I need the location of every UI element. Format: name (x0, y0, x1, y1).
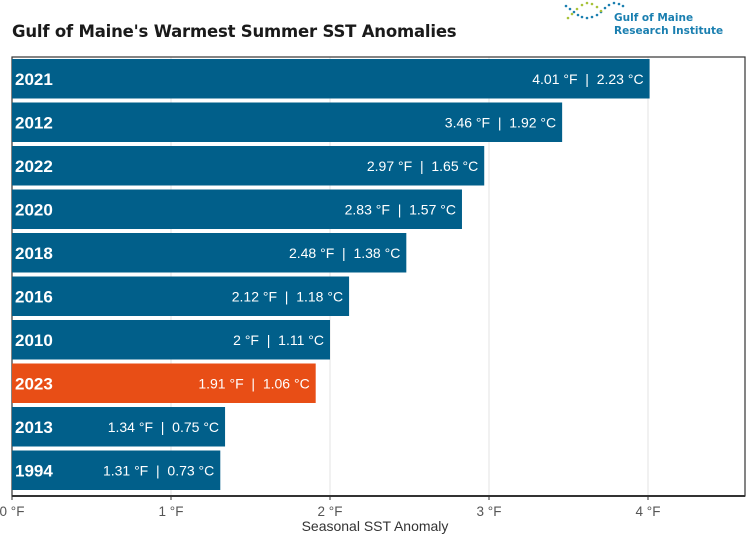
logo-text: Gulf of Maine Research Institute (614, 12, 723, 38)
bar-2021[interactable] (12, 59, 650, 99)
bar-category-label: 1994 (15, 461, 53, 480)
chart-title: Gulf of Maine's Warmest Summer SST Anoma… (12, 22, 457, 41)
bar-category-label: 2022 (15, 157, 53, 176)
bar-2012[interactable] (12, 102, 563, 143)
x-tick-label: 4 °F (636, 504, 661, 519)
x-tick-label: 3 °F (477, 504, 502, 519)
bar-category-label: 2021 (15, 70, 53, 89)
bar-2018[interactable] (12, 233, 407, 273)
gmri-logo-icon (564, 1, 625, 20)
bar-category-label: 2010 (15, 331, 53, 350)
bar-2022[interactable] (12, 146, 485, 186)
bar-category-label: 2023 (15, 374, 53, 393)
bar-data-label: 2.83 °F | 1.57 °C (345, 201, 456, 217)
bar-data-label: 4.01 °F | 2.23 °C (532, 71, 643, 87)
bar-data-label: 1.31 °F | 0.73 °C (103, 462, 214, 478)
bar-data-label: 2 °F | 1.11 °C (233, 332, 324, 348)
bar-2020[interactable] (12, 189, 462, 230)
bar-data-label: 1.34 °F | 0.75 °C (108, 419, 219, 435)
bar-2010[interactable] (12, 320, 330, 360)
bar-data-label: 2.12 °F | 1.18 °C (232, 288, 343, 304)
bar-category-label: 2020 (15, 200, 53, 219)
x-tick-label: 1 °F (159, 504, 184, 519)
logo-wave-dots (564, 1, 625, 20)
bar-category-label: 2018 (15, 244, 53, 263)
x-tick-label: 0 °F (0, 504, 24, 519)
x-tick-label: 2 °F (318, 504, 343, 519)
bar-data-label: 2.48 °F | 1.38 °C (289, 245, 400, 261)
bar-2016[interactable] (12, 276, 350, 317)
bar-category-label: 2012 (15, 113, 53, 132)
bar-1994[interactable] (12, 450, 221, 491)
bar-data-label: 2.97 °F | 1.65 °C (367, 158, 478, 174)
bar-2013[interactable] (12, 407, 226, 447)
bar-category-label: 2016 (15, 287, 53, 306)
logo-line-1: Gulf of Maine (614, 12, 694, 24)
bar-category-label: 2013 (15, 418, 53, 437)
logo-line-2: Research Institute (614, 25, 724, 37)
x-axis-label: Seasonal SST Anomaly (301, 518, 449, 534)
bar-data-label: 1.91 °F | 1.06 °C (198, 375, 309, 391)
bar-2023[interactable] (12, 363, 316, 404)
bar-data-label: 3.46 °F | 1.92 °C (445, 114, 556, 130)
